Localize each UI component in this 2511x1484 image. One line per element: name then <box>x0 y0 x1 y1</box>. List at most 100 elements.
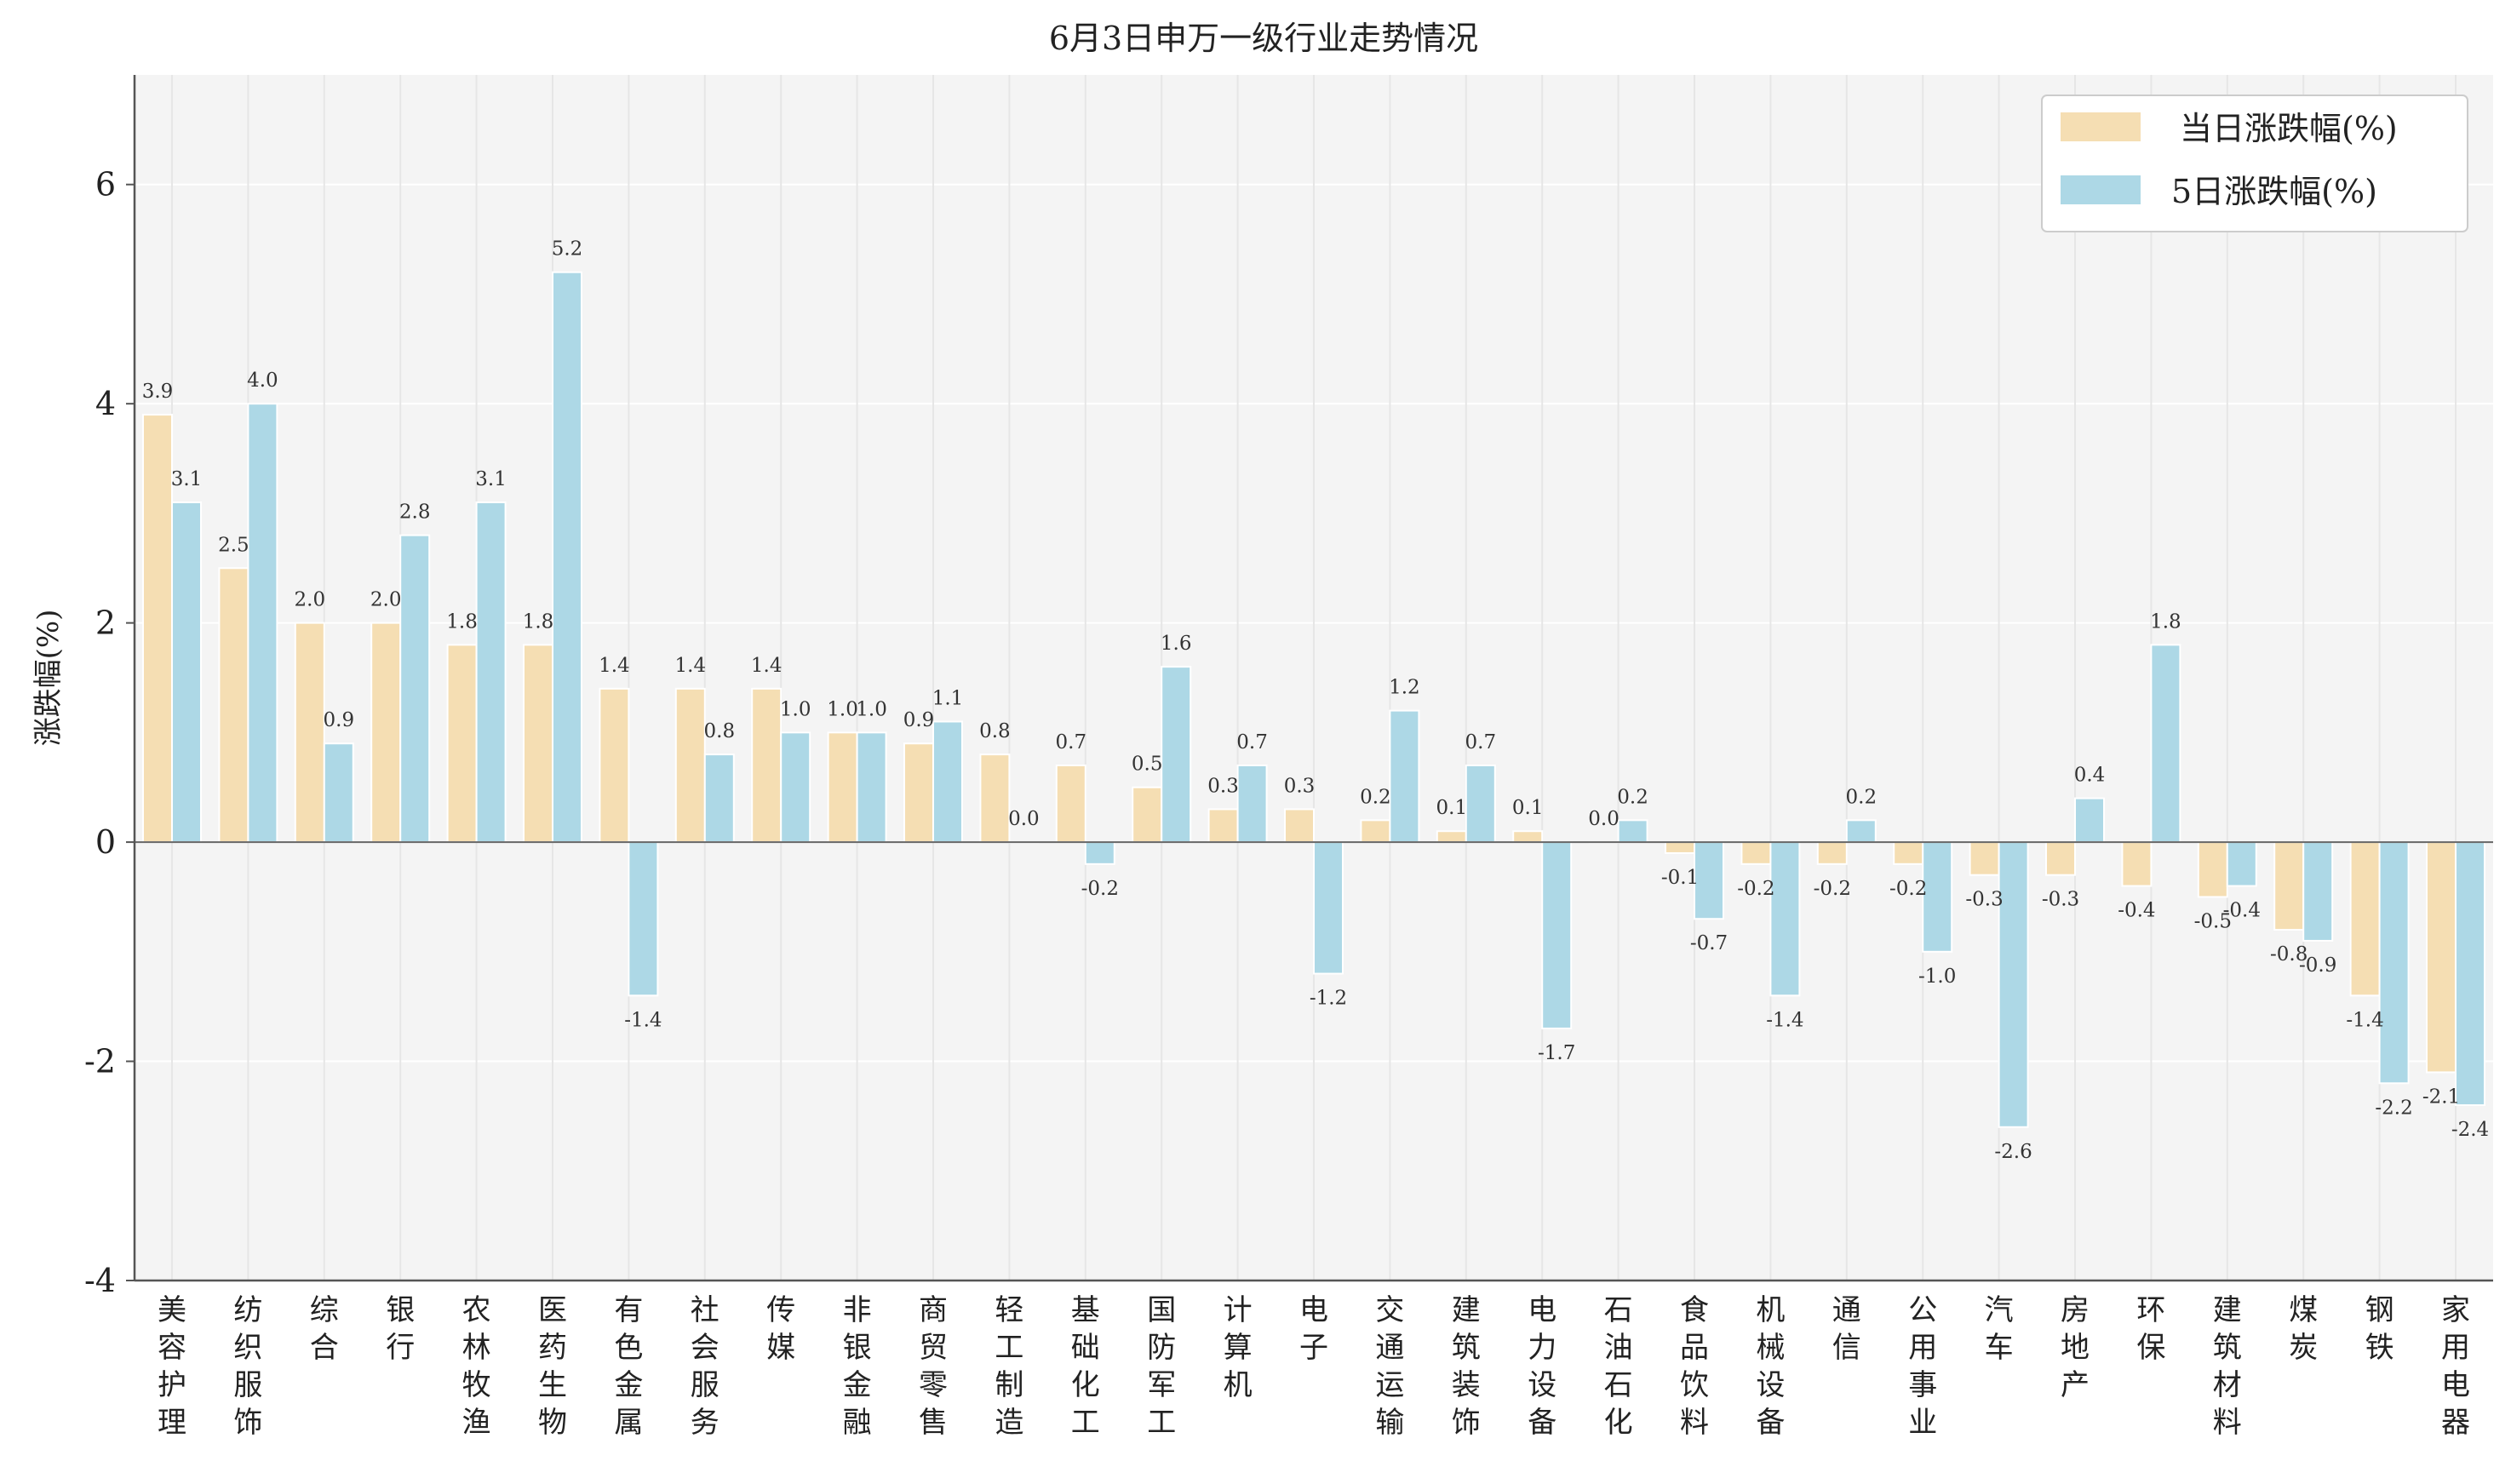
y-tick-label: -2 <box>84 1043 116 1080</box>
x-tick-label: 建筑材料 <box>2213 1293 2242 1440</box>
x-tick-label: 社会服务 <box>691 1293 719 1440</box>
x-tick-label: 家用电器 <box>2441 1293 2470 1440</box>
bar-daily <box>218 567 249 844</box>
data-label-five-day: 0.8 <box>704 720 736 742</box>
bar-five-day <box>247 403 278 844</box>
data-label-five-day: -1.0 <box>1918 965 1956 988</box>
x-tick-label: 计算机 <box>1224 1293 1253 1402</box>
x-tick-label: 国防军工 <box>1147 1293 1176 1440</box>
x-tick-label: 非银金融 <box>843 1293 872 1440</box>
data-label-five-day: -2.6 <box>1994 1141 2032 1163</box>
y-tick-label: 6 <box>95 166 116 203</box>
data-label-daily: -0.4 <box>2118 900 2155 922</box>
data-label-five-day: 1.1 <box>932 687 964 709</box>
bar-daily <box>903 742 934 844</box>
x-tick-label: 机械设备 <box>1756 1293 1785 1440</box>
y-tick-label: 2 <box>95 604 116 642</box>
bar-daily <box>2349 841 2381 997</box>
data-label-five-day: 0.0 <box>1008 808 1040 830</box>
data-label-daily: 2.5 <box>218 534 249 556</box>
data-label-daily: 0.0 <box>1588 808 1620 830</box>
bar-daily <box>523 644 553 844</box>
x-tick-label: 房地产 <box>2061 1293 2090 1402</box>
bar-five-day <box>1769 841 1801 997</box>
bar-daily <box>1665 841 1695 854</box>
bar-daily <box>1055 764 1086 844</box>
data-label-five-day: 3.1 <box>475 468 507 490</box>
bar-daily <box>1436 830 1467 844</box>
data-label-five-day: 0.7 <box>1465 731 1497 753</box>
bar-daily <box>979 753 1011 844</box>
legend-label-daily: 当日涨跌幅(%) <box>2180 110 2398 147</box>
data-label-daily: 1.8 <box>446 610 478 633</box>
data-label-daily: 0.3 <box>1207 775 1239 797</box>
x-tick-label: 食品饮料 <box>1680 1293 1709 1440</box>
bar-five-day <box>2226 841 2257 887</box>
legend-label-five-day: 5日涨跌幅(%) <box>2171 173 2377 210</box>
bar-five-day <box>475 501 507 844</box>
bar-five-day <box>628 841 659 997</box>
bar-five-day <box>1845 819 1877 844</box>
data-label-daily: -0.2 <box>1814 878 1851 900</box>
x-tick-label: 煤炭 <box>2289 1293 2318 1365</box>
bar-daily <box>1360 819 1391 844</box>
x-tick-label: 通信 <box>1832 1293 1861 1365</box>
data-label-five-day: -0.4 <box>2223 900 2261 922</box>
data-label-five-day: 4.0 <box>247 370 278 392</box>
data-label-daily: 0.2 <box>1360 786 1391 808</box>
data-label-daily: 1.4 <box>675 655 707 677</box>
bar-five-day <box>1541 841 1573 1029</box>
x-tick-label: 钢铁 <box>2365 1293 2394 1365</box>
x-tick-label: 轻工制造 <box>995 1293 1023 1440</box>
data-label-five-day: -0.9 <box>2299 954 2336 977</box>
data-label-daily: -0.5 <box>2194 910 2232 932</box>
bar-five-day <box>399 534 431 844</box>
data-label-five-day: 0.4 <box>2074 765 2106 787</box>
x-tick-label: 基础化工 <box>1071 1293 1100 1440</box>
x-tick-label: 公用事业 <box>1908 1293 1937 1440</box>
data-label-daily: -1.4 <box>2346 1009 2383 1031</box>
bar-five-day <box>1694 841 1724 920</box>
data-label-daily: -0.3 <box>1965 889 2003 911</box>
data-labels: 3.9 2.5 2.0 2.0 1.8 1.8 1.4 1.4 1.4 1.0 0.9 0.8 0.7 0… <box>142 238 2489 1163</box>
data-label-five-day: 0.9 <box>324 709 355 731</box>
data-label-five-day: -1.4 <box>1766 1009 1803 1031</box>
bar-daily <box>674 687 706 844</box>
bar-daily <box>1207 808 1239 844</box>
data-label-daily: 0.7 <box>1056 731 1087 753</box>
bar-five-day <box>703 753 735 844</box>
bar-daily <box>1132 786 1163 844</box>
bar-five-day <box>1465 764 1496 844</box>
data-label-daily: 2.0 <box>295 589 326 611</box>
bar-five-day <box>1236 764 1268 844</box>
data-label-five-day: -2.4 <box>2451 1119 2489 1141</box>
data-label-daily: 0.1 <box>1512 797 1544 819</box>
y-tick-labels: -4 -2 0 2 4 6 <box>84 166 135 1299</box>
bar-daily <box>294 622 325 844</box>
y-tick-label: -4 <box>84 1262 116 1299</box>
bar-five-day <box>2074 797 2105 844</box>
data-label-five-day: 1.0 <box>780 698 811 720</box>
bar-daily <box>1969 841 2000 876</box>
bar-daily <box>2426 841 2457 1074</box>
x-tick-label: 综合 <box>310 1293 339 1365</box>
data-label-daily: 0.9 <box>903 709 935 731</box>
data-label-five-day: 3.1 <box>171 468 203 490</box>
y-tick-label: 4 <box>95 385 116 422</box>
bar-five-day <box>552 271 582 844</box>
bar-daily <box>1512 830 1544 844</box>
data-label-five-day: -1.4 <box>624 1009 662 1031</box>
x-tick-label: 有色金属 <box>614 1293 643 1440</box>
bar-daily <box>2273 841 2305 931</box>
bar-five-day <box>1084 841 1115 865</box>
bar-five-day <box>2302 841 2334 942</box>
data-label-daily: 1.4 <box>751 655 783 677</box>
data-label-five-day: 1.8 <box>2150 610 2181 633</box>
bar-daily <box>1816 841 1848 865</box>
data-label-five-day: 0.7 <box>1236 731 1268 753</box>
data-label-daily: -0.8 <box>2270 943 2307 965</box>
bar-five-day <box>1389 709 1420 844</box>
data-label-daily: -0.1 <box>1661 867 1699 889</box>
